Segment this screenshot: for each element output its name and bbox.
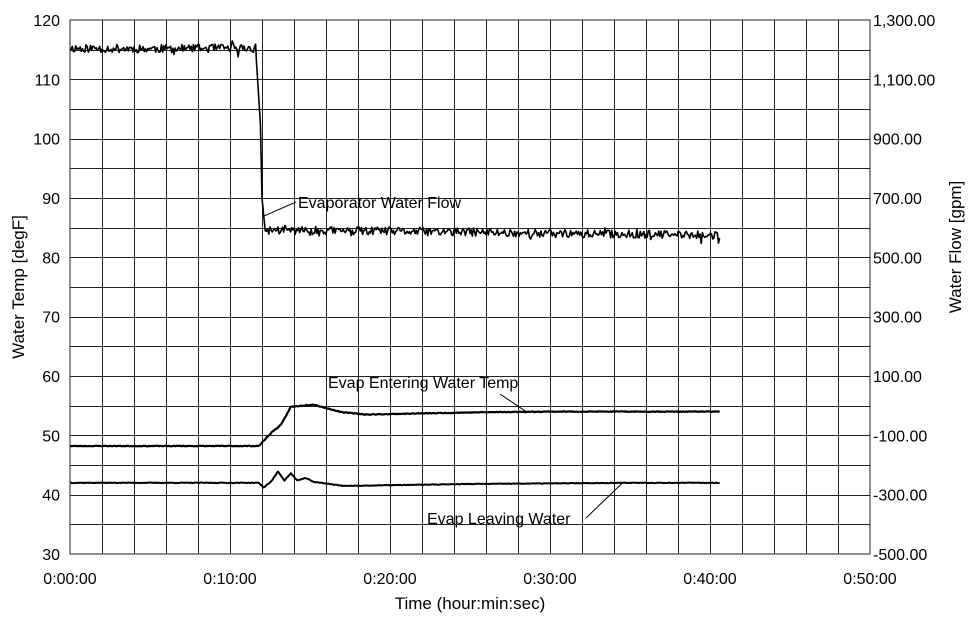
series-evaporator-water-flow [69,40,721,245]
annotation-evap-entering-water-temp: Evap Entering Water Temp [328,375,518,392]
y-right-tick-label: 300.00 [873,310,922,327]
x-tick-label: 0:00:00 [43,571,96,588]
y-right-tick-label: 100.00 [873,369,922,386]
x-axis-title: Time (hour:min:sec) [395,594,546,613]
x-tick-label: 0:30:00 [523,571,576,588]
y-left-tick-label: 90 [42,191,60,208]
y-left-tick-label: 30 [42,547,60,564]
y-left-tick-label: 100 [33,132,60,149]
annotation-leader-line [264,201,297,217]
annotation-leader-line [585,483,623,519]
annotation-layer: Evaporator Water Flow Evap Entering Water… [264,195,623,528]
y-left-tick-label: 110 [34,72,60,89]
y-left-tick-label: 50 [42,428,60,445]
y-left-tick-label: 60 [42,369,60,386]
x-tick-label: 0:50:00 [843,571,896,588]
y-right-tick-label: -500.00 [873,547,927,564]
y-left-tick-label: 120 [33,13,60,30]
series-evap-leaving-water [69,470,720,489]
annotation-leader-line [499,393,527,413]
series-evap-entering-water-temp [69,403,721,448]
y-right-tick-label: 700.00 [873,191,922,208]
y-right-tick-label: 500.00 [873,250,922,267]
series-layer [69,40,721,489]
x-tick-label: 0:10:00 [203,571,256,588]
y-right-tick-label: 900.00 [873,132,922,149]
y-right-tick-label: -100.00 [873,428,927,445]
plot-frame [69,19,871,555]
grid-layer [70,20,870,554]
y-right-tick-label: 1,100.00 [873,72,935,89]
x-tick-label: 0:40:00 [683,571,736,588]
y-axis-left-title: Water Temp [degF] [9,215,28,359]
tick-layer: 30 40 50 60 70 80 90 100 110 120 -500.00 -300.00 -10… [33,13,935,588]
y-right-tick-label: -300.00 [873,488,927,505]
y-axis-right-title: Water Flow [gpm] [946,181,965,314]
y-left-tick-label: 80 [42,250,60,267]
y-left-tick-label: 40 [42,488,60,505]
y-left-tick-label: 70 [42,310,60,327]
y-right-tick-label: 1,300.00 [873,13,935,30]
x-tick-label: 0:20:00 [363,571,416,588]
annotation-evap-leaving-water: Evap Leaving Water [427,511,571,528]
annotation-evaporator-water-flow: Evaporator Water Flow [298,195,461,212]
